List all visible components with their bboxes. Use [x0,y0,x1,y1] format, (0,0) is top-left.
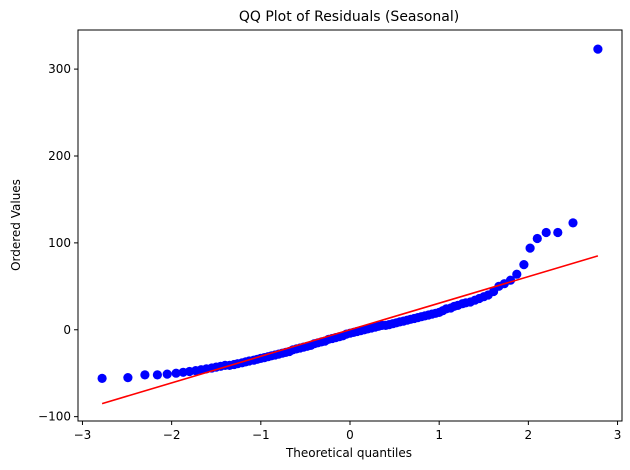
data-point [512,269,522,279]
data-point [152,370,162,380]
data-point [541,227,551,238]
data-point [525,243,535,253]
data-point [123,373,133,383]
data-point [97,373,107,383]
data-point [171,368,181,378]
x-tick-label: 3 [614,428,622,442]
x-tick-label: 0 [346,428,354,442]
y-tick-label: −100 [38,410,71,424]
y-tick-label: 200 [48,149,71,163]
x-axis-label: Theoretical quantiles [285,446,412,460]
chart-title: QQ Plot of Residuals (Seasonal) [239,9,459,25]
data-point [519,260,529,270]
y-tick-label: 100 [48,236,71,250]
axes-frame [77,29,623,422]
data-point [140,370,150,380]
data-point [593,44,603,54]
x-tick-label: −2 [163,428,181,442]
plot-area [97,44,603,405]
data-point [553,227,563,238]
x-tick-label: 1 [435,428,443,442]
data-point [532,233,542,244]
axis-ticks: −3 −2 −1 0 1 2 3 −100 0 100 200 300 [38,62,621,442]
reference-line [101,255,599,405]
x-tick-label: −3 [74,428,92,442]
y-tick-label: 300 [48,62,71,76]
x-tick-label: −1 [252,428,270,442]
data-point [568,218,578,228]
y-axis-label: Ordered Values [9,179,23,271]
x-tick-label: 2 [525,428,533,442]
y-tick-label: 0 [63,323,71,337]
data-point [162,369,172,379]
